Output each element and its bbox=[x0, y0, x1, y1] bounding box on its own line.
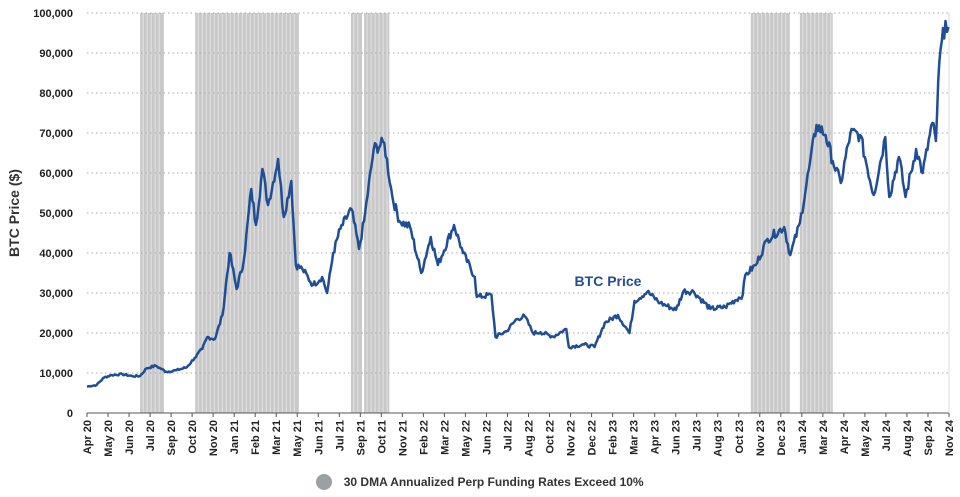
x-tick-label: Apr 24 bbox=[839, 419, 851, 454]
x-tick-label: May 22 bbox=[460, 420, 472, 457]
shaded-period-3 bbox=[364, 13, 390, 413]
x-tick-label: Feb 21 bbox=[250, 420, 262, 455]
x-tick-label: Mar 23 bbox=[629, 420, 641, 455]
x-tick-label: Sep 21 bbox=[355, 420, 367, 455]
x-tick-label: Jul 23 bbox=[692, 420, 704, 451]
x-tick-label: Jan 24 bbox=[797, 419, 809, 454]
y-tick-label: 50,000 bbox=[39, 208, 73, 220]
x-tick-label: Oct 20 bbox=[187, 420, 199, 454]
shaded-period-0 bbox=[140, 13, 164, 413]
y-tick-label: 80,000 bbox=[39, 88, 73, 100]
y-tick-label: 30,000 bbox=[39, 288, 73, 300]
series-label-btc-price: BTC Price bbox=[575, 273, 642, 289]
y-axis-title: BTC Price ($) bbox=[6, 169, 22, 257]
y-tick-labels: 0 10,000 20,000 30,000 40,000 50,000 60,000 70,… bbox=[33, 8, 73, 420]
x-tick-label: Feb 22 bbox=[418, 420, 430, 455]
x-tick-label: Sep 24 bbox=[923, 419, 935, 455]
y-tick-label: 0 bbox=[67, 408, 73, 420]
x-tick-label: Dec 23 bbox=[776, 420, 788, 455]
x-tick-label: Aug 24 bbox=[902, 419, 914, 457]
x-tick-label: Oct 23 bbox=[734, 420, 746, 454]
legend: 30 DMA Annualized Perp Funding Rates Exc… bbox=[0, 474, 960, 490]
x-tick-label: May 24 bbox=[860, 419, 872, 457]
x-tick-label: Jul 20 bbox=[145, 420, 157, 451]
legend-label: 30 DMA Annualized Perp Funding Rates Exc… bbox=[343, 475, 644, 489]
x-tick-label: Mar 21 bbox=[271, 420, 283, 455]
x-tick-label: Jan 21 bbox=[229, 420, 241, 454]
x-tick-label: Aug 22 bbox=[524, 420, 536, 457]
y-tick-label: 60,000 bbox=[39, 168, 73, 180]
x-tick-label: Jun 20 bbox=[124, 420, 136, 455]
x-tick-label: Nov 21 bbox=[397, 420, 409, 456]
x-tick-label: Jul 24 bbox=[881, 419, 893, 451]
x-tick-label: Feb 23 bbox=[608, 420, 620, 455]
x-tick-label: Mar 22 bbox=[439, 420, 451, 455]
x-tick-label: May 20 bbox=[103, 420, 115, 457]
shaded-periods bbox=[140, 13, 833, 413]
x-tick-label: Dec 22 bbox=[587, 420, 599, 455]
x-tick-label: Jul 21 bbox=[334, 420, 346, 451]
x-tick-label: Apr 20 bbox=[82, 420, 94, 454]
btc-price-series-line bbox=[86, 19, 950, 388]
y-tick-label: 70,000 bbox=[39, 128, 73, 140]
y-tick-label: 100,000 bbox=[33, 8, 73, 20]
x-tick-label: Mar 24 bbox=[818, 419, 830, 455]
x-tick-label: Nov 23 bbox=[755, 420, 767, 456]
shaded-period-2 bbox=[350, 13, 363, 413]
x-tick-label: Jun 21 bbox=[313, 420, 325, 455]
y-tick-label: 20,000 bbox=[39, 328, 73, 340]
x-tick-label: Nov 22 bbox=[566, 420, 578, 456]
x-tick-label: Jun 22 bbox=[481, 420, 493, 455]
x-tick-label: Sep 20 bbox=[166, 420, 178, 455]
x-tick-label: Aug 23 bbox=[713, 420, 725, 457]
legend-marker-icon bbox=[316, 474, 333, 490]
x-tick-label: Oct 22 bbox=[545, 420, 557, 454]
x-tick-label: Nov 24 bbox=[944, 419, 956, 456]
y-tick-label: 40,000 bbox=[39, 248, 73, 260]
x-tick-label: Jun 23 bbox=[671, 420, 683, 455]
x-tick-label: Jul 22 bbox=[502, 420, 514, 451]
y-tick-label: 90,000 bbox=[39, 48, 73, 60]
y-tick-label: 10,000 bbox=[39, 368, 73, 380]
x-tick-label: Apr 23 bbox=[650, 420, 662, 454]
x-tick-label: Nov 20 bbox=[208, 420, 220, 456]
x-tick-label: Oct 21 bbox=[376, 420, 388, 454]
x-tick-labels: Apr 20 May 20 Jun 20 Jul 20 Sep 20 Oct 20 Nov … bbox=[82, 413, 956, 457]
x-tick-label: May 21 bbox=[292, 420, 304, 457]
shaded-period-4 bbox=[750, 13, 790, 413]
